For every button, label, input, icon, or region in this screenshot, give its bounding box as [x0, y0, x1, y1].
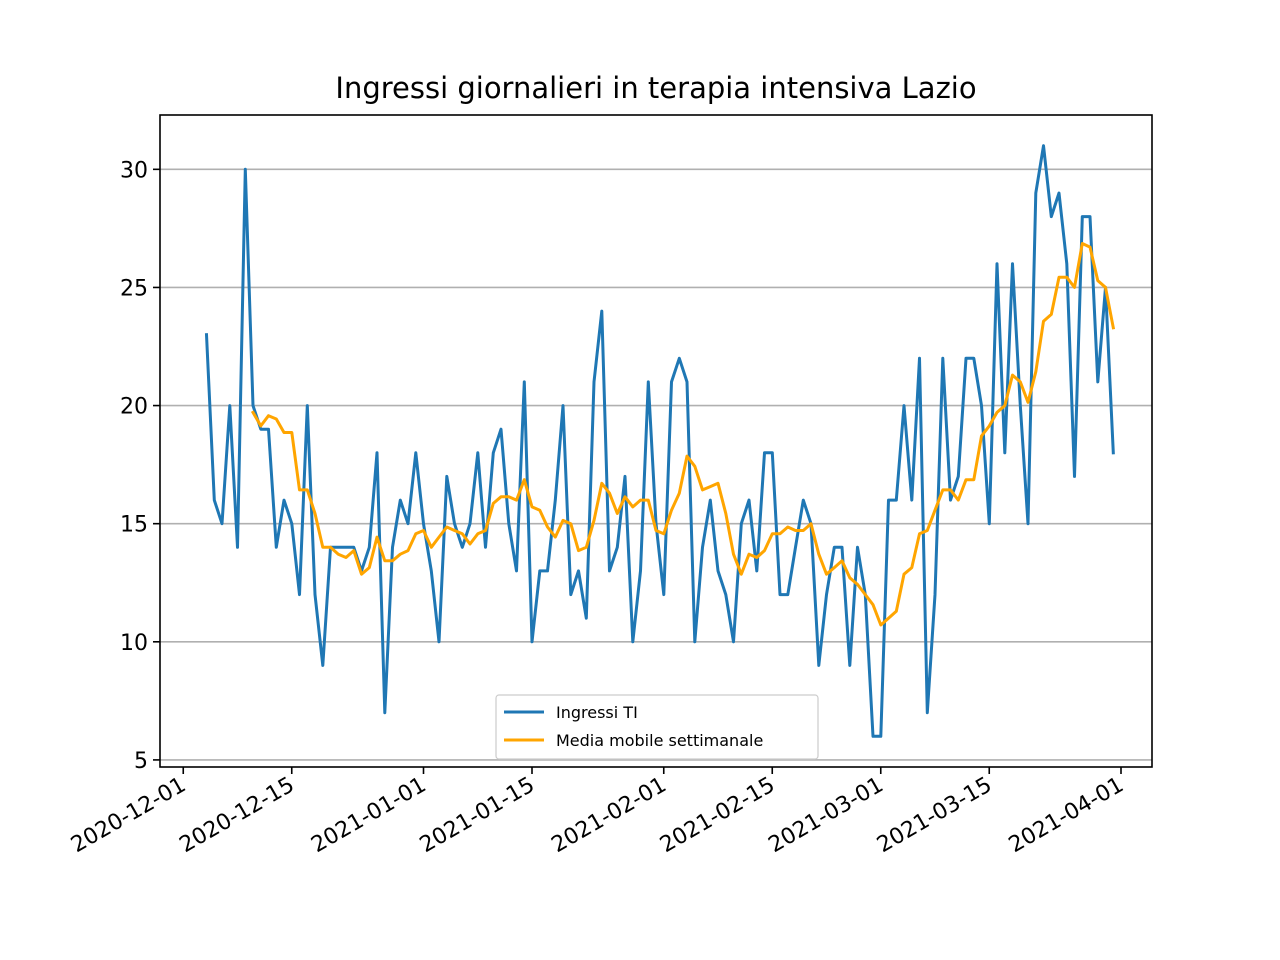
y-tick-label: 10 — [120, 631, 148, 656]
y-tick-label: 20 — [120, 395, 148, 420]
chart-title: Ingressi giornalieri in terapia intensiv… — [335, 71, 976, 105]
plot-series — [204, 144, 1116, 738]
series-line-media-mobile — [250, 242, 1116, 627]
y-tick-label: 30 — [120, 158, 148, 183]
y-tick-label: 15 — [120, 513, 148, 538]
y-tick-label: 25 — [120, 276, 148, 301]
legend-label-media-mobile: Media mobile settimanale — [556, 731, 763, 750]
axes-frame — [159, 114, 1153, 768]
legend: Ingressi TI Media mobile settimanale — [495, 694, 819, 760]
legend-label-ingressi-ti: Ingressi TI — [556, 703, 638, 722]
y-axis-ticks: 5 10 15 20 25 30 — [120, 158, 160, 774]
y-tick-label: 5 — [134, 749, 148, 774]
legend-box — [495, 694, 819, 760]
